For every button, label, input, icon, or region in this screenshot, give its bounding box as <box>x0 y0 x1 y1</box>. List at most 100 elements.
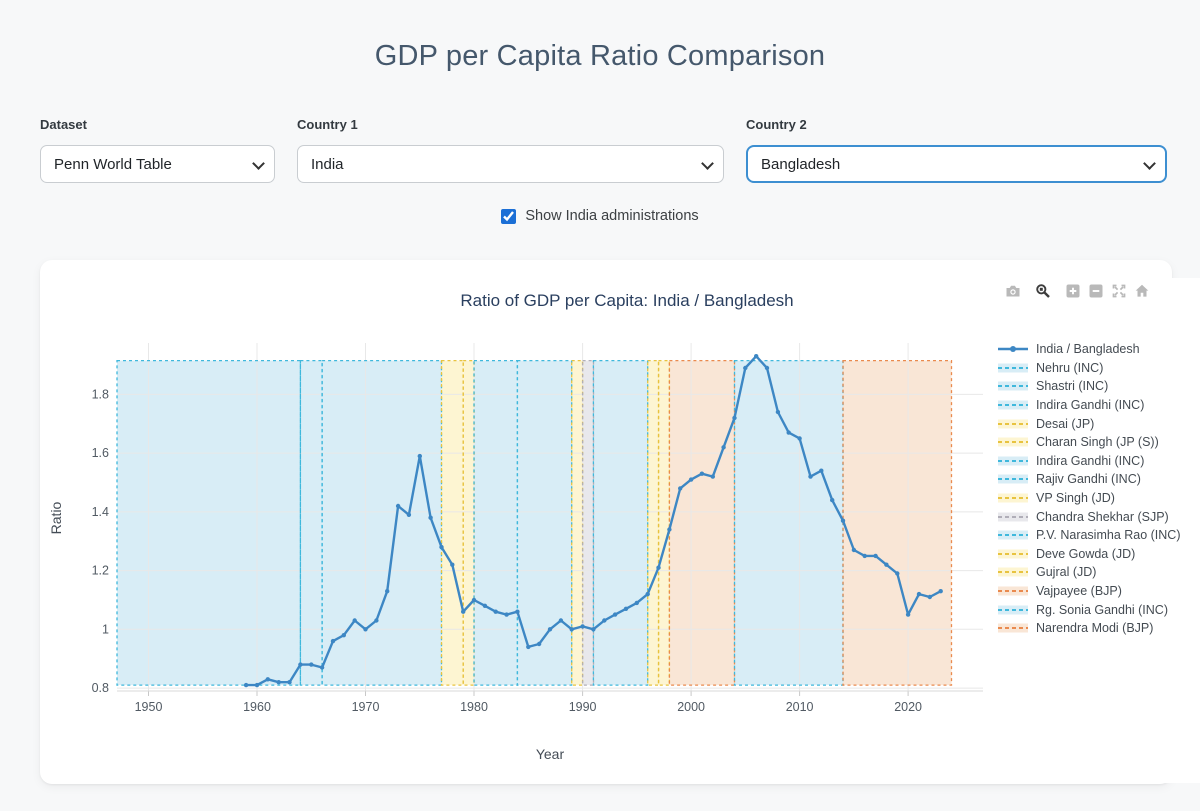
country2-selected-value: Bangladesh <box>761 155 841 173</box>
country2-select[interactable]: Bangladesh <box>746 145 1167 183</box>
controls-row: Dataset Penn World Table Country 1 India… <box>40 117 1200 183</box>
legend-item-label: Rajiv Gandhi (INC) <box>1036 472 1141 487</box>
legend-item[interactable]: Gujral (JD) <box>998 563 1181 582</box>
svg-text:1: 1 <box>102 622 109 636</box>
admin-region <box>322 360 442 686</box>
plot-area[interactable]: 0.8 1 1.2 1.4 1.6 1.8 1950 1960 1970 1980 1990 2000… <box>52 278 1200 783</box>
admin-region <box>843 360 952 686</box>
x-tick-labels: 1950 1960 1970 1980 1990 2000 2010 2020 <box>135 700 922 714</box>
legend-item-label: Gujral (JD) <box>1036 565 1097 580</box>
svg-text:1970: 1970 <box>352 700 380 714</box>
legend-item-label: Rg. Sonia Gandhi (INC) <box>1036 602 1169 617</box>
chevron-down-icon <box>1144 157 1154 167</box>
country1-select[interactable]: India <box>297 145 724 183</box>
svg-text:0.8: 0.8 <box>92 681 109 695</box>
legend-item[interactable]: Nehru (INC) <box>998 359 1181 378</box>
chevron-down-icon <box>702 157 712 167</box>
admin-region <box>582 360 594 686</box>
svg-text:2020: 2020 <box>894 700 922 714</box>
legend-item[interactable]: Rg. Sonia Gandhi (INC) <box>998 600 1181 619</box>
legend-region-sample <box>998 400 1028 410</box>
svg-text:1.8: 1.8 <box>92 387 109 401</box>
autoscale-icon[interactable] <box>1111 283 1127 299</box>
legend-item[interactable]: Deve Gowda (JD) <box>998 545 1181 564</box>
legend-region-sample <box>998 419 1028 429</box>
admin-region <box>658 360 670 686</box>
legend-region-sample <box>998 623 1028 633</box>
admin-region <box>593 360 648 686</box>
legend-item-label: Indira Gandhi (INC) <box>1036 398 1145 413</box>
legend-item[interactable]: Indira Gandhi (INC) <box>998 396 1181 415</box>
svg-text:1.4: 1.4 <box>92 505 109 519</box>
plotly-chart: Ratio of GDP per Capita: India / Banglad… <box>48 278 1200 783</box>
zoom-in-icon[interactable] <box>1065 283 1081 299</box>
legend-item-label: P.V. Narasimha Rao (INC) <box>1036 528 1181 543</box>
legend-item[interactable]: Shastri (INC) <box>998 377 1181 396</box>
admin-region <box>571 360 583 686</box>
country1-selected-value: India <box>311 155 344 173</box>
dataset-selected-value: Penn World Table <box>54 155 172 173</box>
admin-region <box>300 360 323 686</box>
legend-item[interactable]: India / Bangladesh <box>998 340 1181 359</box>
legend-item-label: Narendra Modi (BJP) <box>1036 621 1154 636</box>
legend-region-sample <box>998 381 1028 391</box>
legend-item-label: Chandra Shekhar (SJP) <box>1036 509 1169 524</box>
legend-region-sample <box>998 512 1028 522</box>
svg-text:1990: 1990 <box>569 700 597 714</box>
legend-item[interactable]: Vajpayee (BJP) <box>998 582 1181 601</box>
legend-line-sample <box>998 346 1028 353</box>
chart-card: Ratio of GDP per Capita: India / Banglad… <box>40 260 1200 784</box>
legend-item[interactable]: P.V. Narasimha Rao (INC) <box>998 526 1181 545</box>
legend-item[interactable]: Narendra Modi (BJP) <box>998 619 1181 638</box>
legend-item[interactable]: Rajiv Gandhi (INC) <box>998 470 1181 489</box>
admin-region <box>117 360 301 686</box>
svg-text:1980: 1980 <box>460 700 488 714</box>
legend-item-label: Desai (JP) <box>1036 416 1095 431</box>
admin-region <box>734 360 843 686</box>
zoom-icon[interactable] <box>1035 283 1051 299</box>
country2-label: Country 2 <box>746 117 807 132</box>
legend-item-label: Charan Singh (JP (S)) <box>1036 435 1159 450</box>
legend-item[interactable]: Chandra Shekhar (SJP) <box>998 507 1181 526</box>
legend-item[interactable]: VP Singh (JD) <box>998 489 1181 508</box>
legend-item[interactable]: Desai (JP) <box>998 414 1181 433</box>
legend-region-sample <box>998 456 1028 466</box>
chevron-down-icon <box>253 157 263 167</box>
legend-region-sample <box>998 437 1028 447</box>
legend-item-label: VP Singh (JD) <box>1036 491 1115 506</box>
legend-region-sample <box>998 567 1028 577</box>
administrations-checkbox[interactable] <box>501 208 517 224</box>
legend-item-label: Shastri (INC) <box>1036 379 1109 394</box>
legend-item[interactable]: Charan Singh (JP (S)) <box>998 433 1181 452</box>
admin-region <box>517 360 572 686</box>
zoom-out-icon[interactable] <box>1088 283 1104 299</box>
legend-item-label: Deve Gowda (JD) <box>1036 546 1136 561</box>
legend-item-label: Nehru (INC) <box>1036 360 1104 375</box>
svg-text:1.6: 1.6 <box>92 446 109 460</box>
svg-text:1960: 1960 <box>243 700 271 714</box>
ratio-line-markers <box>243 354 943 688</box>
x-axis-title: Year <box>535 746 565 762</box>
svg-text:1.2: 1.2 <box>92 564 109 578</box>
dataset-select[interactable]: Penn World Table <box>40 145 275 183</box>
chart-legend: India / Bangladesh Nehru (INC) Shastri (IN… <box>998 340 1181 638</box>
administrations-checkbox-label: Show India administrations <box>525 208 699 224</box>
administrations-checkbox-row: Show India administrations <box>0 208 1200 224</box>
admin-region <box>463 360 475 686</box>
svg-text:1950: 1950 <box>135 700 163 714</box>
svg-text:2000: 2000 <box>677 700 705 714</box>
home-icon[interactable] <box>1134 283 1150 299</box>
legend-region-sample <box>998 530 1028 540</box>
page-title: GDP per Capita Ratio Comparison <box>374 40 826 72</box>
admin-region-fills <box>117 360 952 686</box>
legend-item[interactable]: Indira Gandhi (INC) <box>998 452 1181 471</box>
camera-icon[interactable] <box>1005 283 1021 299</box>
legend-region-sample <box>998 549 1028 559</box>
legend-region-sample <box>998 363 1028 373</box>
admin-region <box>441 360 464 686</box>
dataset-label: Dataset <box>40 117 87 132</box>
admin-region <box>474 360 518 686</box>
legend-item-label: Indira Gandhi (INC) <box>1036 453 1145 468</box>
legend-region-sample <box>998 605 1028 615</box>
legend-region-sample <box>998 474 1028 484</box>
